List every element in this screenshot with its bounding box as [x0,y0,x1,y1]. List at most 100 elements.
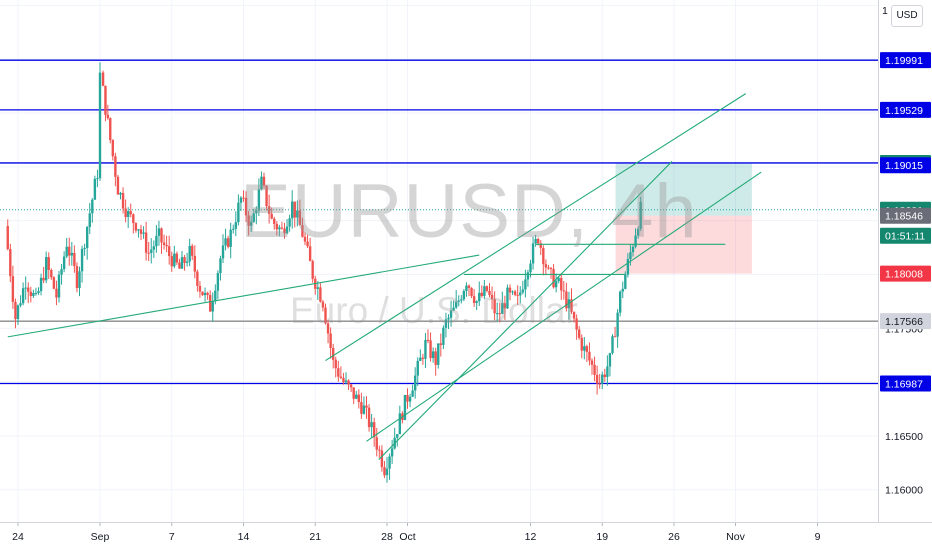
candle-body [219,258,222,274]
candle-body [283,228,286,234]
candle-body [104,85,107,115]
candle-body [165,244,168,247]
candle-body [6,226,9,250]
candle-body [549,268,553,270]
candle-body [501,303,504,314]
candle-body [280,227,284,229]
level-price-label: 1.16987 [885,378,923,390]
candle-body [583,346,586,351]
candle-body [565,291,568,309]
candle-body [247,215,250,226]
candle-body [539,243,542,248]
axis-marker-label-bg [880,265,931,282]
candle-body [260,176,263,190]
candle-body [408,396,412,402]
candle-body [134,223,138,231]
candle-body [324,307,327,324]
candle-body [367,407,371,428]
candle-body [475,301,478,303]
candle-body [262,176,266,186]
candle-body [419,357,422,361]
y-tick-label-top: 1 [882,5,888,17]
trendline[interactable] [7,254,480,338]
candle-body [24,287,27,289]
candle-body [334,359,337,369]
candle-body [111,140,115,157]
candle-body [585,346,589,352]
x-tick-label: Sep [91,531,110,543]
candle-body [185,261,189,263]
candle-body [155,235,158,247]
candle-body [116,176,120,195]
candle-body [454,301,458,308]
trendline[interactable] [366,171,762,442]
time-axis[interactable] [0,523,932,550]
candle-body [593,364,596,375]
candle-body [65,246,68,257]
candle-body [531,243,535,264]
candle-body [306,241,309,247]
x-tick-label: 14 [238,531,250,543]
candle-body [431,351,435,359]
candle-body [411,390,414,397]
x-tick-label: 19 [596,531,608,543]
candle-body [275,223,279,230]
candle-body [396,434,399,438]
candle-body [273,218,276,224]
level-price-label-bg [880,101,931,118]
candle-body [308,246,312,262]
candle-body [452,307,455,311]
candle-body [68,246,71,256]
candle-body [590,360,594,365]
candle-body [142,232,145,234]
candle-body [634,235,637,247]
candle-body [301,225,304,237]
candle-body [106,114,110,119]
candle-body [485,286,489,291]
candle-body [365,405,368,408]
candle-body [170,256,173,267]
candle-body [244,197,248,216]
trendline[interactable] [325,93,747,362]
candle-body [198,285,202,292]
candle-body [224,238,227,246]
candle-body [375,437,378,450]
candle-body [85,227,89,248]
candle-body [147,252,150,254]
candle-body [98,72,102,179]
candle-body [52,277,56,289]
candle-body [536,238,540,244]
candle-body [498,313,501,315]
candle-body [42,277,45,281]
candle-body [21,288,25,304]
candle-body [119,192,122,195]
x-tick-label: 24 [12,531,24,543]
candle-body [603,374,607,377]
candle-body [83,247,86,249]
candle-body [109,118,112,141]
candle-body [621,288,624,292]
candle-body [326,323,330,334]
candle-body [434,351,437,365]
candle-body [429,340,432,359]
candle-body [601,374,604,384]
axis-marker-label: 01:51:11 [885,231,925,243]
candle-body [547,267,550,269]
currency-button[interactable]: USD [891,5,923,27]
candle-body [524,279,527,290]
candle-body [206,292,209,296]
candle-body [32,293,35,296]
candle-body [150,249,153,253]
candle-body [413,375,417,391]
candle-body [249,221,253,226]
candle-body [29,291,33,296]
candle-body [490,294,494,300]
axis-marker-label: 1.18546 [885,211,923,223]
trendline[interactable] [378,161,673,460]
candle-body [47,257,50,270]
position-profit-zone[interactable] [615,162,752,216]
price-axis-border [878,0,879,522]
candle-body [639,201,642,229]
